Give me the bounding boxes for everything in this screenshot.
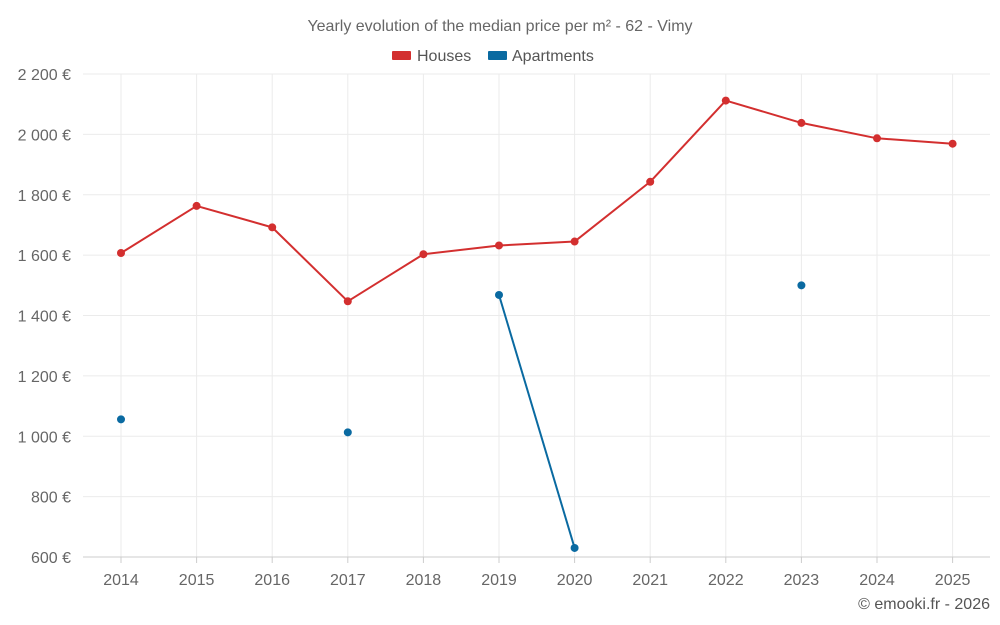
- y-tick-label: 1 600 €: [18, 248, 71, 265]
- apartments-point[interactable]: [117, 415, 125, 424]
- houses-point[interactable]: [948, 139, 957, 148]
- credit: © emooki.fr - 2026: [858, 596, 990, 613]
- houses-line-segment: [196, 204, 273, 229]
- x-tick-label: 2024: [859, 572, 895, 589]
- y-tick-label: 2 000 €: [18, 127, 71, 144]
- x-tick-label: 2014: [103, 572, 139, 589]
- y-tick-label: 1 200 €: [18, 369, 71, 386]
- y-tick-label: 1 400 €: [18, 309, 71, 326]
- apartments-point[interactable]: [570, 543, 579, 552]
- houses-point[interactable]: [419, 250, 428, 259]
- houses-line-segment: [649, 99, 727, 183]
- houses-line-segment: [876, 137, 953, 145]
- houses-line-segment: [725, 99, 802, 124]
- legend-apartments-label[interactable]: Apartments: [512, 48, 594, 65]
- houses-point[interactable]: [192, 201, 201, 210]
- houses-line-segment: [120, 205, 198, 254]
- legend-apartments-swatch: [488, 51, 507, 60]
- x-tick-label: 2018: [406, 572, 442, 589]
- houses-point[interactable]: [873, 134, 881, 143]
- x-tick-label: 2015: [179, 572, 215, 589]
- chart-title: Yearly evolution of the median price per…: [307, 18, 692, 35]
- houses-line-segment: [498, 240, 575, 247]
- x-tick-label: 2023: [784, 572, 820, 589]
- houses-line-segment: [573, 180, 651, 243]
- houses-point[interactable]: [646, 177, 655, 186]
- apartments-point[interactable]: [797, 281, 806, 290]
- x-tick-label: 2019: [481, 572, 517, 589]
- houses-point[interactable]: [117, 249, 125, 258]
- houses-point[interactable]: [797, 118, 806, 127]
- legend[interactable]: Houses Apartments: [392, 48, 594, 65]
- y-tick-label: 600 €: [31, 550, 71, 567]
- houses-line-segment: [271, 226, 349, 303]
- y-tick-label: 800 €: [31, 490, 71, 507]
- y-tick-label: 2 200 €: [18, 67, 71, 84]
- x-tick-label: 2022: [708, 572, 744, 589]
- houses-point[interactable]: [570, 237, 579, 246]
- houses-point[interactable]: [495, 241, 503, 250]
- x-tick-label: 2020: [557, 572, 593, 589]
- y-tick-label: 1 800 €: [18, 188, 71, 205]
- houses-point[interactable]: [721, 96, 730, 105]
- x-tick-label: 2021: [632, 572, 668, 589]
- y-tick-label: 1 000 €: [18, 429, 71, 446]
- legend-houses-label[interactable]: Houses: [417, 48, 471, 65]
- apartments-point[interactable]: [343, 428, 352, 437]
- x-tick-label: 2017: [330, 572, 366, 589]
- legend-houses-swatch: [392, 51, 411, 60]
- apartments-point[interactable]: [495, 290, 503, 299]
- houses-line-segment: [347, 253, 424, 303]
- x-tick-label: 2025: [935, 572, 971, 589]
- x-tick-label: 2016: [254, 572, 290, 589]
- houses-line-segment: [423, 244, 500, 256]
- houses-point[interactable]: [268, 223, 277, 232]
- houses-line-segment: [801, 121, 878, 140]
- apartments-line-segment: [498, 294, 576, 549]
- houses-point[interactable]: [343, 297, 352, 306]
